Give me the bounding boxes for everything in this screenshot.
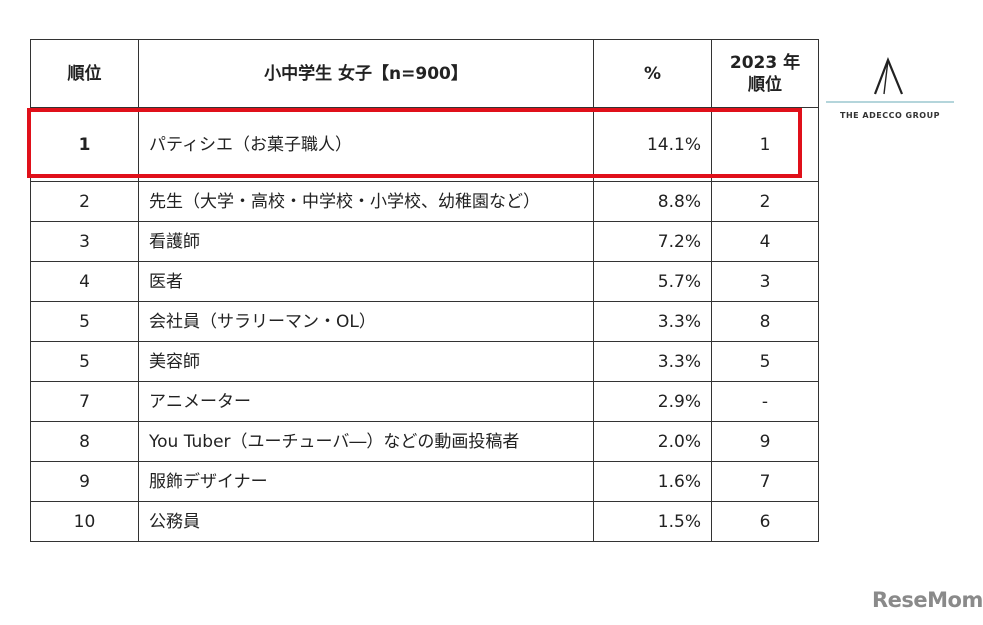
job-cell: アニメーター [138, 381, 594, 422]
header-prev-rank: 2023 年 順位 [711, 39, 819, 108]
job-cell: 看護師 [138, 221, 594, 262]
rank-cell: 1 [30, 107, 139, 182]
prev-rank-cell: 6 [711, 501, 819, 542]
ranking-table: 順位 小中学生 女子【n=900】 % 2023 年 順位 1 パティシエ（お菓… [30, 39, 819, 542]
rank-cell: 7 [30, 381, 139, 422]
percent-cell: 3.3% [593, 301, 712, 342]
prev-rank-cell: 8 [711, 301, 819, 342]
adecco-a-icon [826, 57, 954, 103]
prev-rank-cell: 7 [711, 461, 819, 502]
rank-cell: 5 [30, 301, 139, 342]
prev-rank-cell: 9 [711, 421, 819, 462]
prev-rank-cell: 3 [711, 261, 819, 302]
header-rank: 順位 [30, 39, 139, 108]
table-row: 10 公務員 1.5% 6 [30, 501, 819, 542]
table-row: 3 看護師 7.2% 4 [30, 221, 819, 262]
table-row: 5 会社員（サラリーマン・OL） 3.3% 8 [30, 301, 819, 342]
percent-cell: 1.5% [593, 501, 712, 542]
job-cell: You Tuber（ユーチューバ―）などの動画投稿者 [138, 421, 594, 462]
rank-cell: 5 [30, 341, 139, 382]
job-cell: パティシエ（お菓子職人） [138, 107, 594, 182]
percent-cell: 2.0% [593, 421, 712, 462]
rank-cell: 9 [30, 461, 139, 502]
header-job: 小中学生 女子【n=900】 [138, 39, 594, 108]
rank-cell: 3 [30, 221, 139, 262]
prev-rank-cell: 2 [711, 181, 819, 222]
header-row: 順位 小中学生 女子【n=900】 % 2023 年 順位 [30, 39, 819, 108]
percent-cell: 3.3% [593, 341, 712, 382]
percent-cell: 1.6% [593, 461, 712, 502]
header-prev-label: 順位 [748, 74, 782, 95]
prev-rank-cell: 4 [711, 221, 819, 262]
header-percent: % [593, 39, 712, 108]
rank-cell: 8 [30, 421, 139, 462]
table-row: 7 アニメーター 2.9% - [30, 381, 819, 422]
logo-text: THE ADECCO GROUP [840, 111, 940, 120]
table-row: 1 パティシエ（お菓子職人） 14.1% 1 [30, 107, 819, 182]
percent-cell: 7.2% [593, 221, 712, 262]
job-cell: 先生（大学・高校・中学校・小学校、幼稚園など） [138, 181, 594, 222]
table-row: 4 医者 5.7% 3 [30, 261, 819, 302]
header-prev-year: 2023 年 [729, 52, 801, 73]
table-row: 2 先生（大学・高校・中学校・小学校、幼稚園など） 8.8% 2 [30, 181, 819, 222]
resemom-watermark: ReseMom [872, 588, 983, 612]
rank-cell: 10 [30, 501, 139, 542]
job-cell: 美容師 [138, 341, 594, 382]
prev-rank-cell: 5 [711, 341, 819, 382]
table-row: 8 You Tuber（ユーチューバ―）などの動画投稿者 2.0% 9 [30, 421, 819, 462]
job-cell: 公務員 [138, 501, 594, 542]
adecco-logo: THE ADECCO GROUP [826, 56, 954, 126]
percent-cell: 14.1% [593, 107, 712, 182]
rank-cell: 2 [30, 181, 139, 222]
job-cell: 会社員（サラリーマン・OL） [138, 301, 594, 342]
table-body: 1 パティシエ（お菓子職人） 14.1% 1 2 先生（大学・高校・中学校・小学… [30, 107, 819, 542]
percent-cell: 5.7% [593, 261, 712, 302]
percent-cell: 8.8% [593, 181, 712, 222]
prev-rank-cell: - [711, 381, 819, 422]
table-row: 5 美容師 3.3% 5 [30, 341, 819, 382]
percent-cell: 2.9% [593, 381, 712, 422]
table-row: 9 服飾デザイナー 1.6% 7 [30, 461, 819, 502]
job-cell: 医者 [138, 261, 594, 302]
job-cell: 服飾デザイナー [138, 461, 594, 502]
prev-rank-cell: 1 [711, 107, 819, 182]
rank-cell: 4 [30, 261, 139, 302]
